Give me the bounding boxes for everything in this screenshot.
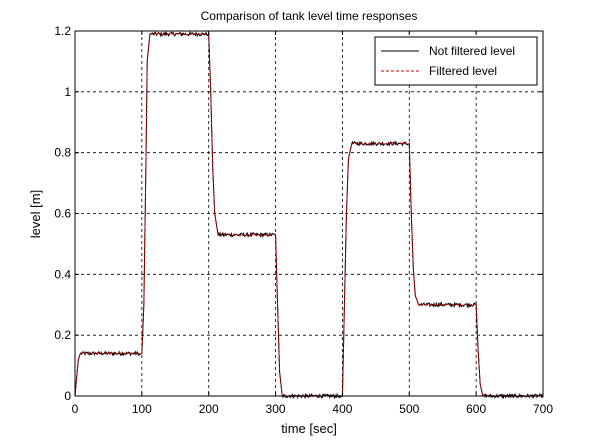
- x-axis-label: time [sec]: [281, 421, 337, 436]
- x-tick-label: 500: [399, 402, 419, 416]
- chart-title: Comparison of tank level time responses: [201, 9, 418, 23]
- y-tick-label: 0.2: [54, 328, 71, 342]
- series-line-not-filtered: [74, 30, 544, 400]
- series-layer: [74, 30, 544, 400]
- x-tick-label: 0: [72, 402, 79, 416]
- y-tick-label: 1.2: [54, 24, 71, 38]
- y-axis-label: level [m]: [28, 190, 43, 238]
- legend: Not filtered level Filtered level: [374, 36, 538, 86]
- x-tick-label: 700: [533, 402, 553, 416]
- grid-lines: [75, 31, 543, 396]
- series-line-filtered: [74, 32, 544, 398]
- x-tick-label: 300: [266, 402, 286, 416]
- x-tick-label: 100: [132, 402, 152, 416]
- y-tick-label: 0: [64, 389, 71, 403]
- tick-labels: 0 100 200 300 400 500 600 700 0 0.2 0.4 0.6 0.8 1 1.2: [54, 24, 553, 416]
- x-tick-label: 600: [466, 402, 486, 416]
- y-tick-label: 1: [64, 85, 71, 99]
- x-tick-label: 400: [332, 402, 352, 416]
- y-tick-label: 0.6: [54, 207, 71, 221]
- legend-label: Not filtered level: [429, 44, 515, 58]
- y-tick-label: 0.4: [54, 267, 71, 281]
- y-tick-label: 0.8: [54, 146, 71, 160]
- legend-box: [374, 36, 538, 86]
- x-tick-label: 200: [199, 402, 219, 416]
- ticks: [74, 30, 544, 397]
- legend-label: Filtered level: [429, 64, 497, 78]
